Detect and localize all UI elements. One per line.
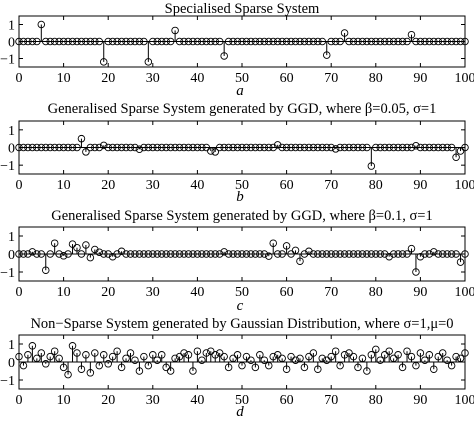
- x-tick-label: 0: [16, 285, 23, 300]
- x-tick-label: 40: [190, 178, 204, 193]
- y-tick-label: 0: [8, 36, 15, 51]
- x-tick-label: 90: [413, 178, 427, 193]
- panel-caption: b: [236, 189, 244, 205]
- x-tick-label: 80: [369, 285, 383, 300]
- y-tick-label: 1: [8, 19, 15, 34]
- x-tick-label: 90: [413, 285, 427, 300]
- y-tick-label: 1: [8, 124, 15, 139]
- x-tick-label: 70: [324, 178, 338, 193]
- y-tick-label: 1: [8, 338, 15, 353]
- x-tick-label: 60: [280, 393, 294, 408]
- x-tick-label: 70: [324, 393, 338, 408]
- x-tick-label: 70: [324, 71, 338, 86]
- chart-title: Generalised Sparse System generated by G…: [51, 208, 432, 224]
- x-tick-label: 90: [413, 393, 427, 408]
- x-tick-label: 80: [369, 178, 383, 193]
- y-tick-label: −1: [0, 266, 15, 281]
- x-tick-label: 60: [280, 285, 294, 300]
- y-tick-label: 0: [8, 356, 15, 371]
- x-tick-label: 10: [57, 71, 71, 86]
- panel-c: Generalised Sparse System generated by G…: [0, 208, 474, 314]
- chart-title: Non−Sparse System generated by Gaussian …: [30, 316, 453, 332]
- panel-d: Non−Sparse System generated by Gaussian …: [0, 316, 474, 420]
- x-tick-label: 20: [101, 71, 115, 86]
- y-tick-label: 0: [8, 142, 15, 157]
- x-tick-label: 10: [57, 393, 71, 408]
- x-tick-label: 40: [190, 393, 204, 408]
- y-tick-label: 1: [8, 230, 15, 245]
- y-tick-label: 0: [8, 248, 15, 263]
- x-tick-label: 100: [455, 178, 474, 193]
- x-tick-label: 30: [146, 71, 160, 86]
- x-tick-label: 20: [101, 285, 115, 300]
- x-tick-label: 80: [369, 71, 383, 86]
- panel-caption: c: [237, 298, 244, 314]
- x-tick-label: 20: [101, 178, 115, 193]
- x-tick-label: 20: [101, 393, 115, 408]
- x-tick-label: 0: [16, 178, 23, 193]
- panel-b: Generalised Sparse System generated by G…: [0, 101, 474, 205]
- x-tick-label: 40: [190, 71, 204, 86]
- y-tick-label: −1: [0, 53, 15, 68]
- x-tick-label: 100: [455, 71, 474, 86]
- x-tick-label: 0: [16, 393, 23, 408]
- x-tick-label: 80: [369, 393, 383, 408]
- x-tick-label: 100: [455, 285, 474, 300]
- x-tick-label: 90: [413, 71, 427, 86]
- chart-title: Specialised Sparse System: [165, 1, 320, 17]
- x-tick-label: 70: [324, 285, 338, 300]
- x-tick-label: 60: [280, 71, 294, 86]
- x-tick-label: 30: [146, 393, 160, 408]
- x-tick-label: 40: [190, 285, 204, 300]
- panel-caption: d: [236, 404, 244, 420]
- x-tick-label: 10: [57, 285, 71, 300]
- y-tick-label: −1: [0, 374, 15, 389]
- x-tick-label: 30: [146, 178, 160, 193]
- chart-title: Generalised Sparse System generated by G…: [48, 101, 437, 117]
- x-tick-label: 10: [57, 178, 71, 193]
- x-tick-label: 30: [146, 285, 160, 300]
- x-tick-label: 0: [16, 71, 23, 86]
- panel-caption: a: [236, 83, 244, 99]
- x-tick-label: 100: [455, 393, 474, 408]
- y-tick-label: −1: [0, 159, 15, 174]
- x-tick-label: 60: [280, 178, 294, 193]
